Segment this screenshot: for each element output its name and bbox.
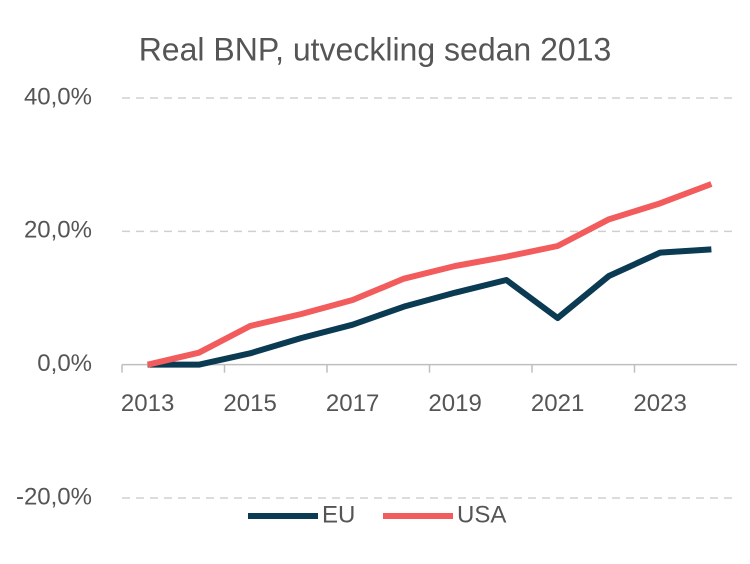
x-tick-label: 2013	[121, 390, 174, 417]
y-tick-label: 20,0%	[24, 217, 92, 244]
x-tick-label: 2023	[633, 390, 686, 417]
x-tick-label: 2015	[223, 390, 276, 417]
y-tick-label: 40,0%	[24, 83, 92, 110]
legend-label: EU	[322, 501, 355, 528]
line	[147, 246, 712, 368]
x-tick-label: 2021	[531, 390, 584, 417]
chart-title: Real BNP, utveckling sedan 2013	[139, 31, 612, 67]
x-tick-label: 2017	[326, 390, 379, 417]
y-tick-label: -20,0%	[16, 483, 92, 510]
legend-label: USA	[457, 501, 506, 528]
y-tick-label: 0,0%	[37, 350, 92, 377]
x-tick-label: 2019	[428, 390, 481, 417]
line	[146, 181, 713, 368]
